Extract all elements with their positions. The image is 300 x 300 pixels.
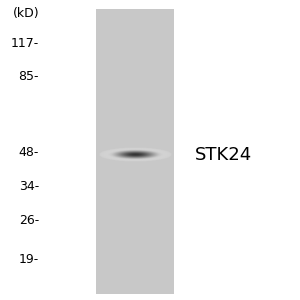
FancyBboxPatch shape (96, 9, 174, 294)
Text: 85-: 85- (19, 70, 39, 83)
Text: 19-: 19- (19, 253, 39, 266)
Text: 48-: 48- (19, 146, 39, 160)
Text: 26-: 26- (19, 214, 39, 227)
Text: STK24: STK24 (195, 146, 252, 164)
Text: (kD): (kD) (12, 7, 39, 20)
Text: 34-: 34- (19, 179, 39, 193)
Text: 117-: 117- (11, 37, 39, 50)
